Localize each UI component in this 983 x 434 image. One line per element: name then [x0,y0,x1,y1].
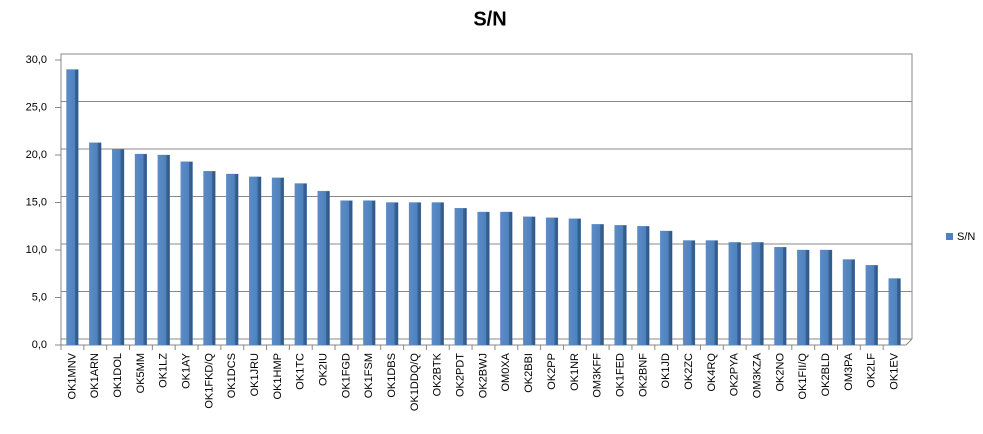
bar [523,216,536,346]
x-tick-label: OK2IU [318,353,330,386]
bar [66,69,79,346]
bar [591,224,604,346]
x-tick-label: OK1NR [569,353,581,391]
bar [888,278,901,346]
x-tick-label: OM3KZA [751,352,763,398]
x-tick-label: OK1LZ [158,353,170,388]
x-tick-label: OK1DDQ/Q [409,353,421,412]
x-tick-label: OK2PP [546,353,558,390]
bar [408,202,422,346]
x-tick-label: OK1AY [181,352,193,389]
x-tick-label: OK1TC [295,353,307,390]
bar [637,226,650,346]
bar [226,173,239,346]
x-tick-label: OM3KFF [592,353,604,398]
bar [89,142,102,346]
x-tick-label: OM3PA [843,352,855,390]
bar [294,183,307,346]
y-tick-label: 25,0 [26,101,47,113]
x-tick-label: OK2BNF [637,353,649,397]
bar [545,217,559,346]
x-tick-label: OK1JRU [249,353,261,396]
bar [842,259,855,346]
bar [134,153,148,346]
bar [363,200,376,346]
bar [203,170,216,346]
x-tick-label: OK2PDT [455,353,467,397]
chart-title: S/N [473,8,506,30]
bar [317,190,330,346]
bar [568,218,581,346]
bar [112,149,125,346]
x-tick-label: OK1JD [660,353,672,389]
bar [682,240,696,346]
y-tick-label: 0,0 [32,339,47,351]
x-tick-label: OK1DOL [112,353,124,398]
bar [271,177,285,346]
x-tick-label: OK5MM [135,353,147,393]
x-tick-label: OK1FII/Q [797,353,809,400]
x-tick-label: OK2PYA [729,352,741,396]
bar [157,154,170,346]
x-tick-label: OM0XA [500,352,512,391]
bar [728,242,741,346]
bar [797,249,810,346]
x-tick-label: OK1MNV [66,352,78,399]
x-tick-label: OK1HMP [272,353,284,399]
bar [751,242,764,346]
y-tick-label: 20,0 [26,149,47,161]
y-tick-label: 30,0 [26,54,47,66]
x-tick-label: OK2BLD [820,353,832,396]
bar [249,176,262,346]
bar [340,200,353,346]
legend-swatch [946,233,953,240]
bar [477,211,490,346]
bar [614,225,627,346]
x-tick-label: OK1DCS [226,353,238,398]
x-tick-label: OK1FSM [363,353,375,398]
bar [500,211,513,346]
x-tick-label: OK1FGD [340,353,352,398]
x-tick-label: OK4RQ [706,353,718,392]
x-tick-label: OK2BTK [432,352,444,396]
y-tick-label: 10,0 [26,244,47,256]
x-tick-label: OK2BBI [523,353,535,393]
bar [386,202,399,346]
bar [865,265,878,346]
x-tick-label: OK1DBS [386,353,398,398]
y-tick-label: 15,0 [26,196,47,208]
x-tick-label: OK2NO [774,353,786,392]
bar [180,161,193,346]
x-tick-label: OK1EV [888,352,900,389]
bar [431,202,444,346]
legend-label: S/N [957,231,975,243]
x-tick-label: OK2BWJ [477,353,489,398]
x-tick-label: OK1FED [614,353,626,397]
x-tick-label: OK2LF [866,353,878,388]
bar [660,230,673,346]
x-tick-label: OK2ZC [683,353,695,390]
bar [774,246,787,346]
x-tick-label: OK1FKD/Q [203,353,215,409]
bar [819,249,833,346]
bar [454,208,467,346]
bar [705,240,718,346]
y-tick-label: 5,0 [32,291,47,303]
x-tick-label: OK1ARN [89,353,101,398]
